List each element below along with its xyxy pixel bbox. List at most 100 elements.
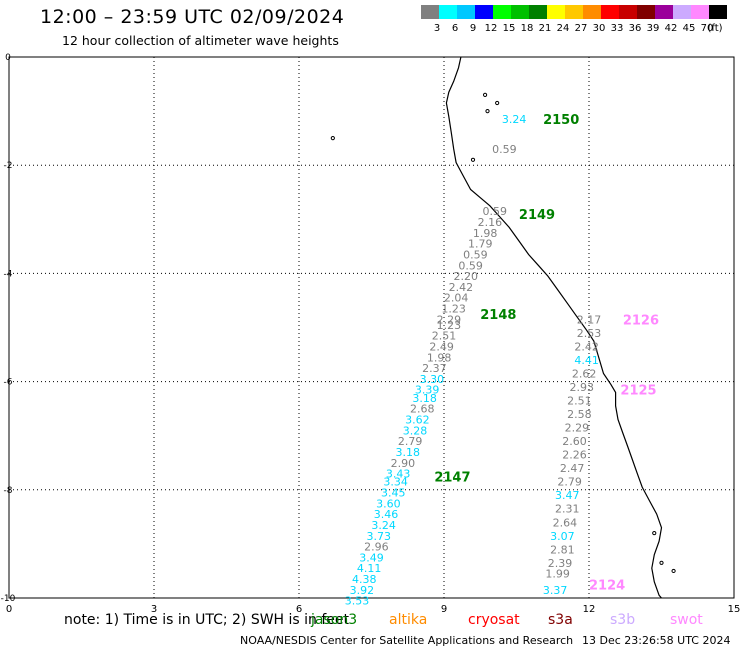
colorbar-label-7: 24 <box>557 23 570 34</box>
island-5 <box>652 530 657 536</box>
legend-s3b: s3b <box>610 612 636 628</box>
legend-jason3: jason3 <box>311 612 358 628</box>
swh-value: 4.11 <box>357 562 382 575</box>
swh-value: 2.79 <box>557 476 582 489</box>
colorbar-label-9: 30 <box>593 23 606 34</box>
swh-value: 2.68 <box>410 403 435 416</box>
swh-value: 2.51 <box>432 330 457 343</box>
swh-value: 3.60 <box>376 497 401 510</box>
pass-number-label: 2125 <box>620 384 656 399</box>
island-4 <box>470 157 476 162</box>
colorbar-swatch-7 <box>547 5 565 19</box>
colorbar-label-10: 33 <box>611 23 624 34</box>
generation-timestamp: 13 Dec 23:26:58 UTC 2024 <box>582 634 731 647</box>
y-tick-label-0: 0 <box>5 53 11 63</box>
colorbar-label-12: 39 <box>647 23 660 34</box>
swh-value: 3.62 <box>405 413 430 426</box>
swh-value: 0.59 <box>492 143 517 156</box>
swh-value: 3.45 <box>381 487 406 500</box>
colorbar-swatch-9 <box>583 5 601 19</box>
colorbar-swatch-3 <box>475 5 493 19</box>
swh-value: 2.39 <box>548 557 573 570</box>
y-tick-label-1: -2 <box>4 161 13 171</box>
swh-value: 2.37 <box>422 362 447 375</box>
swh-value: 1.98 <box>427 351 452 364</box>
swh-value: 1.23 <box>437 319 462 332</box>
colorbar-swatch-0 <box>421 5 439 19</box>
colorbar-swatch-10 <box>601 5 619 19</box>
colorbar-swatch-11 <box>619 5 637 19</box>
swh-value: 2.31 <box>555 503 580 516</box>
legend-s3a: s3a <box>548 612 573 628</box>
swh-value: 2.04 <box>444 292 469 305</box>
swh-value: 2.29 <box>565 422 590 435</box>
swh-value: 2.42 <box>449 281 474 294</box>
pass-number-label: 2147 <box>434 470 470 485</box>
swh-value: 3.73 <box>367 530 392 543</box>
swh-value: 3.43 <box>386 468 411 481</box>
colorbar-swatch-5 <box>511 5 529 19</box>
swh-value: 2.49 <box>429 340 454 353</box>
colorbar-label-14: 45 <box>683 23 696 34</box>
colorbar-swatch-12 <box>637 5 655 19</box>
colorbar-swatch-6 <box>529 5 547 19</box>
colorbar-label-2: 9 <box>470 23 476 34</box>
x-tick-label-2: 6 <box>296 604 302 615</box>
legend-swot: swot <box>670 612 703 628</box>
colorbar-swatch-16 <box>709 5 727 19</box>
swh-value: 3.49 <box>359 551 384 564</box>
x-tick-label-3: 9 <box>441 604 447 615</box>
y-tick-label-4: -8 <box>4 486 13 496</box>
colorbar-label-11: 36 <box>629 23 642 34</box>
colorbar-swatch-2 <box>457 5 475 19</box>
swh-value: 2.79 <box>398 435 423 448</box>
colorbar-swatch-4 <box>493 5 511 19</box>
colorbar-label-13: 42 <box>665 23 678 34</box>
colorbar-swatch-8 <box>565 5 583 19</box>
swh-value: 3.07 <box>550 530 575 543</box>
legend-cryosat: cryosat <box>468 612 520 628</box>
swh-value: 0.59 <box>483 205 508 218</box>
island-0 <box>330 136 335 141</box>
y-tick-label-3: -6 <box>4 378 13 388</box>
swh-value: 2.42 <box>574 340 599 353</box>
y-tick-label-2: -4 <box>4 269 13 279</box>
swh-value: 1.79 <box>468 238 493 251</box>
swh-value: 3.28 <box>403 424 428 437</box>
colorbar-swatch-15 <box>691 5 709 19</box>
island-1 <box>482 92 488 97</box>
swh-value: 2.26 <box>562 449 587 462</box>
swh-value: 3.18 <box>396 446 421 459</box>
swh-value: 2.51 <box>567 395 592 408</box>
legend-altika: altika <box>389 612 428 628</box>
island-3 <box>495 100 500 106</box>
footer-note: note: 1) Time is in UTC; 2) SWH is in fe… <box>64 612 350 628</box>
colorbar-label-4: 15 <box>503 23 516 34</box>
swh-value: 2.47 <box>560 462 585 475</box>
swh-value: 0.59 <box>458 259 483 272</box>
colorbar-label-3: 12 <box>485 23 498 34</box>
x-tick-label-1: 3 <box>151 604 157 615</box>
colorbar-label-1: 6 <box>452 23 458 34</box>
page-subtitle: 12 hour collection of altimeter wave hei… <box>62 33 339 48</box>
swh-value: 4.41 <box>574 354 599 367</box>
swh-value: 3.46 <box>374 508 399 521</box>
swh-value: 3.30 <box>420 373 445 386</box>
pass-number-label: 2150 <box>543 113 579 128</box>
swh-value: 2.90 <box>391 457 416 470</box>
colorbar-label-8: 27 <box>575 23 588 34</box>
swh-value: 4.38 <box>352 573 377 586</box>
swh-value: 3.39 <box>415 384 440 397</box>
swh-value: 2.62 <box>572 367 597 380</box>
pass-number-label: 2124 <box>589 578 625 593</box>
swh-value: 2.81 <box>550 543 575 556</box>
swh-value: 2.53 <box>577 327 602 340</box>
colorbar-label-15: 70 <box>701 23 714 34</box>
credit-line: NOAA/NESDIS Center for Satellite Applica… <box>240 634 574 647</box>
swh-value: 1.23 <box>441 303 466 316</box>
colorbar-swatch-13 <box>655 5 673 19</box>
swh-value: 2.96 <box>364 541 389 554</box>
map-frame <box>8 56 735 599</box>
page-title: 12:00 – 23:59 UTC 02/09/2024 <box>40 6 345 28</box>
